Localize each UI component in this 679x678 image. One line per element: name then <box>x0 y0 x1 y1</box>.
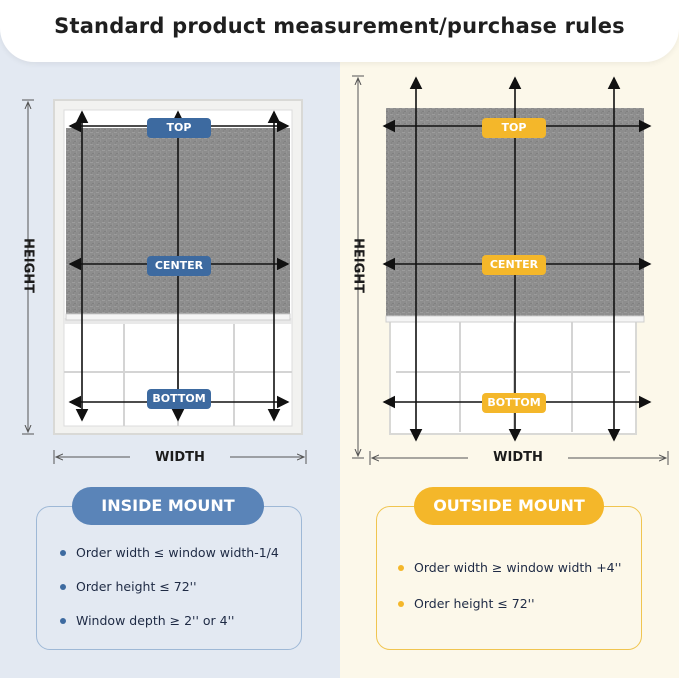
outside-bottom-label: BOTTOM <box>482 393 546 413</box>
outside-rule-width: Order width ≥ window width +4'' <box>398 560 622 575</box>
outside-center-label: CENTER <box>482 255 546 275</box>
outside-rule-height: Order height ≤ 72'' <box>398 596 535 611</box>
outside-width-label: WIDTH <box>468 450 568 465</box>
inside-bottom-label: BOTTOM <box>147 389 211 409</box>
inside-rules-box <box>36 506 302 650</box>
inside-rule-height: Order height ≤ 72'' <box>60 579 197 594</box>
bullet-icon <box>60 583 66 590</box>
inside-mount-title: INSIDE MOUNT <box>72 487 264 525</box>
outside-rules-box <box>376 506 642 650</box>
inside-rule-depth: Window depth ≥ 2'' or 4'' <box>60 613 234 628</box>
page-title: Standard product measurement/purchase ru… <box>54 14 625 38</box>
outside-height-label: HEIGHT <box>350 237 366 293</box>
title-bar: Standard product measurement/purchase ru… <box>0 0 679 62</box>
outside-mount-title: OUTSIDE MOUNT <box>414 487 604 525</box>
bullet-icon <box>60 617 66 624</box>
inside-height-label: HEIGHT <box>20 237 36 293</box>
inside-top-label: TOP <box>147 118 211 138</box>
inside-width-label: WIDTH <box>130 450 230 465</box>
inside-center-label: CENTER <box>147 256 211 276</box>
inside-rule-width: Order width ≤ window width-1/4 <box>60 545 279 560</box>
bullet-icon <box>398 564 404 571</box>
bullet-icon <box>60 549 66 556</box>
outside-top-label: TOP <box>482 118 546 138</box>
bullet-icon <box>398 600 404 607</box>
